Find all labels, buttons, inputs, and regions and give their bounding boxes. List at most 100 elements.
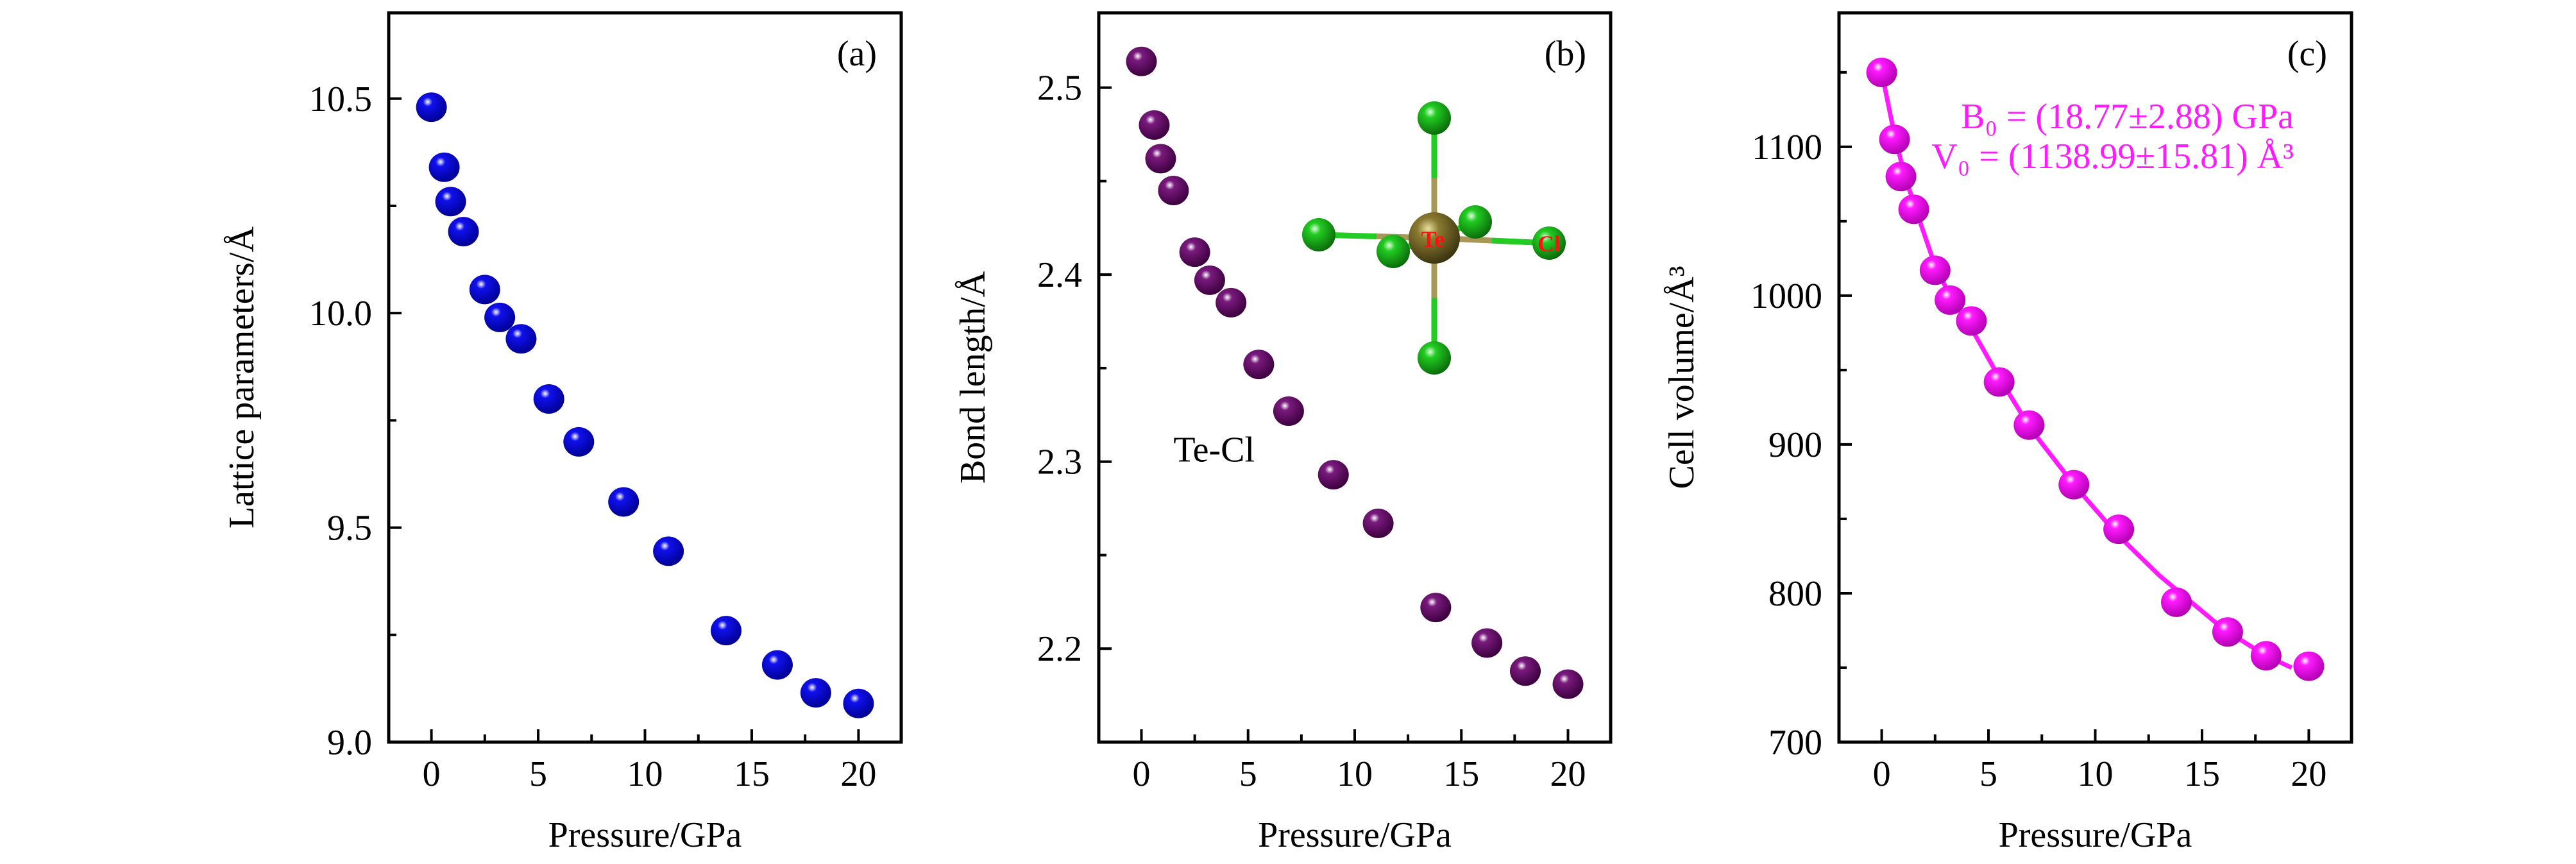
x-tick-label: 0 — [423, 754, 441, 794]
data-point — [843, 688, 874, 718]
data-point — [563, 427, 595, 457]
data-point — [1318, 460, 1349, 490]
x-tick-label: 15 — [1443, 754, 1479, 794]
data-point — [1956, 306, 1987, 336]
data-point — [1552, 669, 1584, 699]
fit-parameter-text: B₀ = (18.77±2.88) GPa — [1961, 97, 2294, 137]
y-tick-label: 800 — [1768, 574, 1822, 614]
data-point — [2250, 641, 2282, 671]
data-point — [1362, 508, 1394, 538]
x-axis-title: Pressure/GPa — [548, 815, 742, 855]
x-tick-label: 5 — [1979, 754, 1997, 794]
y-tick-label: 9.5 — [327, 509, 372, 548]
y-tick-label: 700 — [1768, 723, 1822, 763]
panel-a: 0 5 10 15 20 9.0 9.5 10.0 10.5 Pressure/GPa Lattic… — [222, 11, 903, 855]
data-point — [2293, 651, 2325, 681]
data-point — [1273, 396, 1304, 426]
data-point — [1139, 110, 1170, 140]
y-axis-title: Bond length/Å — [953, 271, 993, 484]
data-point — [1158, 175, 1189, 205]
data-point — [1420, 593, 1452, 623]
x-tick-label: 20 — [840, 754, 876, 794]
data-point — [1885, 162, 1917, 192]
panel-label: (b) — [1545, 34, 1586, 74]
plot-frame — [387, 11, 903, 744]
x-tick-label: 15 — [2184, 754, 2220, 794]
x-tick-label: 10 — [2078, 754, 2114, 794]
data-point — [484, 302, 516, 332]
data-point — [761, 650, 793, 680]
data-point — [1983, 367, 2015, 397]
cl-atom — [1418, 341, 1451, 375]
data-point — [1879, 124, 1910, 155]
data-point — [428, 152, 460, 182]
data-point — [608, 487, 640, 517]
data-point — [1510, 656, 1541, 686]
data-point — [1935, 285, 1966, 315]
x-tick-label: 10 — [1337, 754, 1373, 794]
panel-c: 0 5 10 15 20 700 800 900 1000 1100 Pressure/GPa Cel… — [1662, 11, 2353, 855]
x-tick-label: 5 — [529, 754, 547, 794]
y-tick-label: 10.5 — [309, 80, 372, 119]
y-tick-label: 2.3 — [1037, 443, 1082, 482]
y-tick-label: 2.5 — [1037, 69, 1082, 108]
y-tick-label: 2.4 — [1037, 255, 1082, 295]
x-tick-label: 0 — [1873, 754, 1891, 794]
data-point — [711, 616, 742, 646]
plot-frame — [1097, 11, 1613, 744]
data-point — [1471, 628, 1503, 658]
data-point — [469, 275, 500, 305]
data-point — [1919, 255, 1951, 285]
panel-b: Te Cl 0 5 10 15 20 2.2 2.3 2.4 2.5 Pressure/GPa Bond… — [953, 11, 1613, 855]
data-point — [505, 324, 537, 354]
data-point — [1179, 237, 1210, 267]
y-tick-label: 10.0 — [309, 294, 372, 334]
cl-atom — [1418, 101, 1451, 135]
x-tick-label: 20 — [2291, 754, 2326, 794]
data-point — [1866, 57, 1897, 87]
data-point — [1243, 350, 1275, 380]
te-atom — [1409, 212, 1460, 264]
data-point — [2058, 470, 2090, 500]
x-tick-label: 20 — [1550, 754, 1586, 794]
x-axis-title: Pressure/GPa — [1999, 815, 2192, 855]
y-tick-label: 9.0 — [327, 723, 372, 763]
x-tick-label: 10 — [627, 754, 663, 794]
cl-atom — [1377, 235, 1410, 268]
data-point — [435, 187, 466, 217]
x-axis-title: Pressure/GPa — [1258, 815, 1452, 855]
data-point — [1898, 194, 1929, 224]
data-point — [2103, 514, 2135, 545]
y-tick-label: 900 — [1768, 425, 1822, 465]
data-point — [2161, 587, 2192, 617]
y-axis-title: Cell volume/Å³ — [1662, 266, 1702, 489]
data-point — [1194, 265, 1225, 295]
x-tick-label: 5 — [1239, 754, 1257, 794]
cl-atom — [1459, 205, 1492, 239]
y-tick-label: 1100 — [1752, 128, 1822, 167]
data-point — [2013, 410, 2045, 440]
cl-label: Cl — [1538, 231, 1561, 257]
y-tick-label: 2.2 — [1037, 629, 1082, 669]
data-point — [1216, 287, 1247, 318]
x-tick-label: 0 — [1133, 754, 1151, 794]
data-point — [2212, 617, 2243, 647]
y-tick-label: 1000 — [1750, 276, 1822, 316]
cl-atom — [1532, 226, 1566, 260]
x-tick-label: 15 — [734, 754, 770, 794]
data-point — [800, 678, 831, 708]
data-point — [533, 384, 564, 414]
fit-parameter-text: V₀ = (1138.99±15.81) Å³ — [1931, 137, 2294, 176]
te-label: Te — [1421, 226, 1445, 252]
bond-annotation: Te-Cl — [1173, 430, 1255, 470]
data-point — [448, 217, 479, 247]
cl-atom — [1302, 218, 1335, 251]
y-axis-title: Lattice parameters/Å — [222, 226, 262, 529]
panel-label: (c) — [2287, 34, 2327, 74]
data-point — [416, 92, 447, 123]
data-point — [653, 536, 684, 566]
data-point — [1145, 144, 1176, 174]
data-point — [1126, 46, 1157, 76]
molecule-inset: Te Cl — [1302, 101, 1566, 375]
